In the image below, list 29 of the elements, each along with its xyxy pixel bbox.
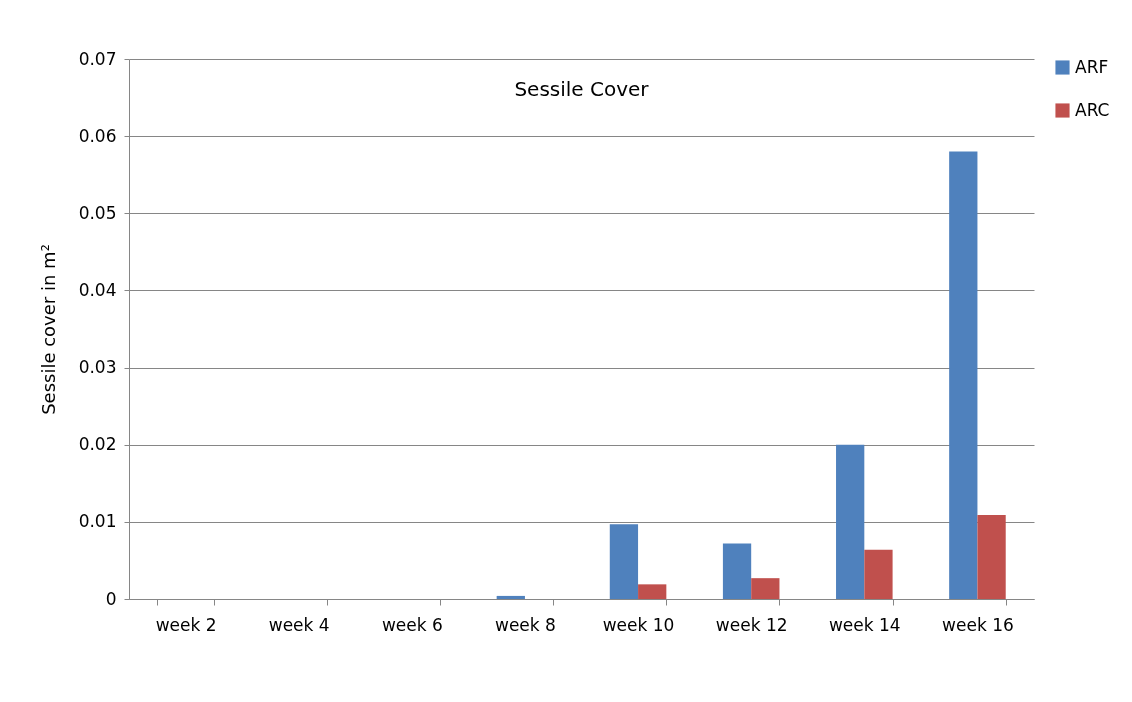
y-axis-title: Sessile cover in m² xyxy=(37,244,59,415)
x-tick-label: week 14 xyxy=(828,614,901,635)
bar xyxy=(836,444,865,599)
y-tick-label: 0.06 xyxy=(78,125,117,146)
x-tick-label: week 6 xyxy=(381,614,443,635)
x-tick-label: week 4 xyxy=(268,614,330,635)
x-tick-label: week 12 xyxy=(715,614,788,635)
y-tick-label: 0.07 xyxy=(78,48,117,69)
x-tick-label: week 8 xyxy=(494,614,556,635)
bar xyxy=(949,151,978,599)
y-tick-label: 0.05 xyxy=(78,202,117,223)
text: Sessile Cover xyxy=(514,77,650,101)
y-tick-label: 0 xyxy=(105,588,117,609)
bar xyxy=(977,514,1006,599)
bar xyxy=(609,524,639,599)
x-tick-label: week 16 xyxy=(942,614,1014,635)
x-tick-label: week 2 xyxy=(155,614,217,635)
y-tick-label: 0.01 xyxy=(78,511,117,532)
y-tick-label: 0.04 xyxy=(78,279,117,300)
bar xyxy=(864,549,893,599)
bar xyxy=(496,595,525,599)
bar xyxy=(638,584,667,599)
x-tick-label: week 10 xyxy=(602,614,675,635)
bar xyxy=(751,578,780,599)
y-tick-label: 0.02 xyxy=(78,434,117,455)
y-tick-label: 0.03 xyxy=(78,357,117,378)
legend-label: ARF xyxy=(1075,56,1109,77)
legend-label: ARC xyxy=(1075,99,1110,120)
bar xyxy=(722,543,752,599)
